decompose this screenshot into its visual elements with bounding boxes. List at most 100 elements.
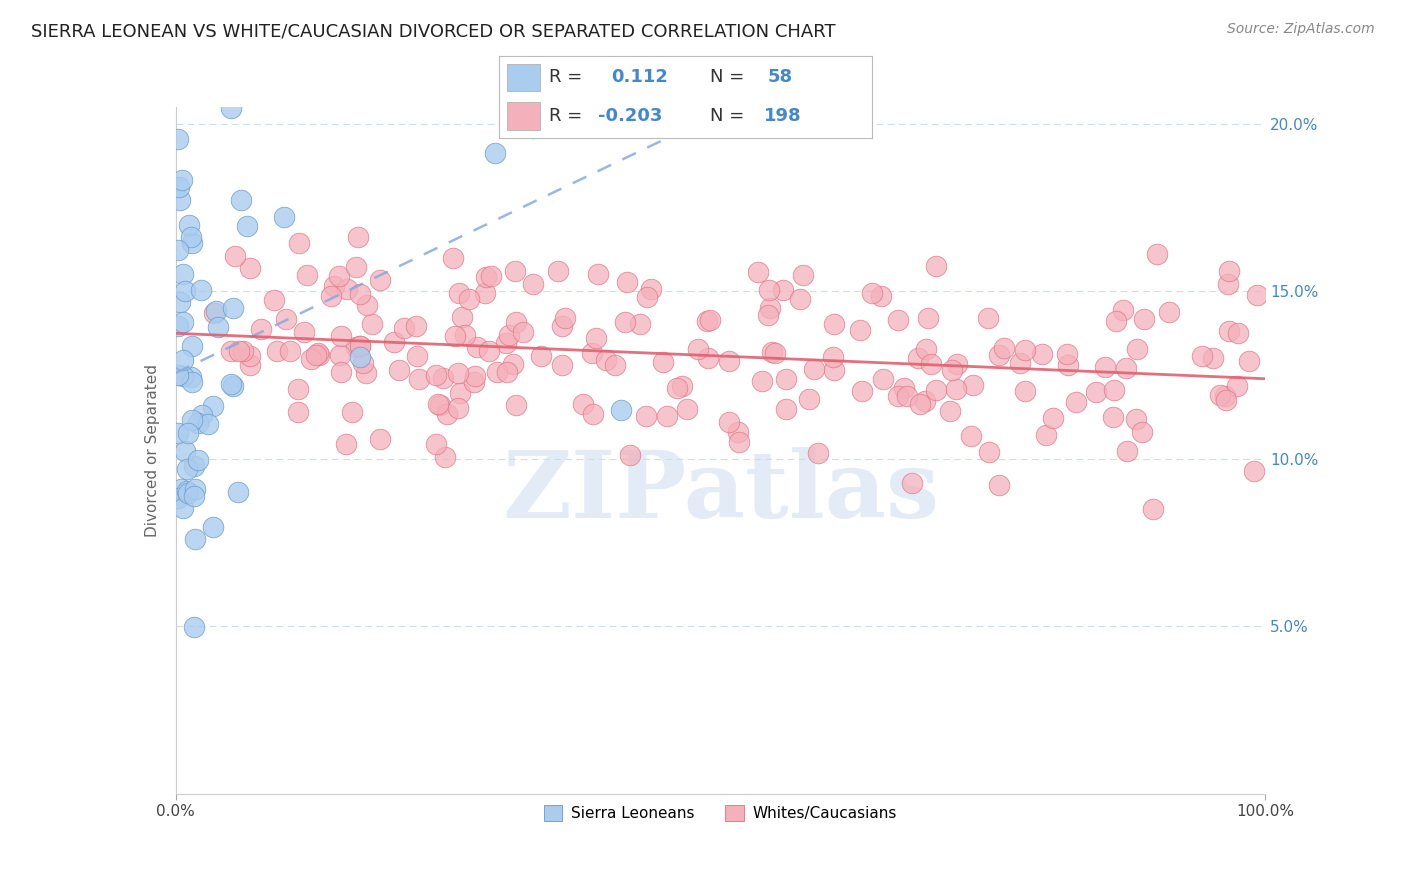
Point <box>292 325 315 339</box>
Point <box>221 379 243 393</box>
Point <box>432 370 454 384</box>
Point <box>349 338 371 352</box>
Point <box>754 94 776 108</box>
Point <box>169 179 191 194</box>
Point <box>204 304 226 318</box>
Point <box>962 378 984 392</box>
Text: 0.112: 0.112 <box>612 68 668 87</box>
Point <box>1246 288 1268 302</box>
Point <box>1133 312 1156 326</box>
Point <box>696 313 718 327</box>
Point <box>173 444 195 458</box>
Point <box>495 335 517 350</box>
Point <box>915 343 938 357</box>
Point <box>173 284 195 298</box>
Point <box>751 374 773 388</box>
Point <box>1056 347 1078 361</box>
Point <box>180 375 202 389</box>
Point <box>603 358 626 372</box>
Point <box>447 401 470 416</box>
Point <box>433 450 456 464</box>
Point <box>1094 359 1116 374</box>
Point <box>224 249 246 263</box>
Point <box>352 356 374 370</box>
Point <box>169 193 191 207</box>
Point <box>330 329 353 343</box>
Point <box>803 361 825 376</box>
Point <box>239 260 262 275</box>
Point <box>872 372 894 386</box>
Point <box>479 268 502 283</box>
Text: 58: 58 <box>768 68 793 87</box>
Point <box>273 210 295 224</box>
Point <box>896 389 918 403</box>
Point <box>465 340 488 354</box>
Point <box>167 319 190 334</box>
Point <box>406 350 429 364</box>
Text: R =: R = <box>550 68 582 87</box>
Point <box>201 519 224 533</box>
Point <box>1132 425 1154 439</box>
Point <box>1215 392 1237 407</box>
Point <box>503 91 526 105</box>
Text: 198: 198 <box>763 107 801 125</box>
Point <box>1226 326 1249 341</box>
Point <box>427 397 450 411</box>
Point <box>870 288 893 302</box>
Point <box>299 351 322 366</box>
Text: N =: N = <box>710 107 744 125</box>
Point <box>1243 464 1265 478</box>
Text: SIERRA LEONEAN VS WHITE/CAUCASIAN DIVORCED OR SEPARATED CORRELATION CHART: SIERRA LEONEAN VS WHITE/CAUCASIAN DIVORC… <box>31 22 835 40</box>
Point <box>167 491 190 505</box>
Point <box>582 407 605 421</box>
Point <box>474 270 496 285</box>
Point <box>676 401 699 416</box>
Point <box>914 393 936 408</box>
Point <box>1142 502 1164 516</box>
Point <box>1218 324 1240 338</box>
Point <box>202 306 225 320</box>
Point <box>821 351 844 365</box>
Point <box>322 278 344 293</box>
Point <box>1102 410 1125 425</box>
Point <box>792 268 814 282</box>
Point <box>170 173 193 187</box>
Point <box>758 283 780 297</box>
Point <box>628 317 651 331</box>
Point <box>425 368 447 383</box>
Point <box>1209 388 1232 402</box>
Point <box>349 339 371 353</box>
Point <box>530 349 553 363</box>
Point <box>239 358 262 372</box>
Point <box>614 315 637 329</box>
Point <box>449 286 471 301</box>
Point <box>179 219 201 233</box>
Point <box>219 377 242 392</box>
Point <box>278 344 301 359</box>
Point <box>1115 361 1137 376</box>
Point <box>925 259 948 273</box>
Point <box>789 292 811 306</box>
Point <box>180 339 202 353</box>
Point <box>1085 385 1108 400</box>
Point <box>187 453 209 467</box>
Point <box>307 346 329 360</box>
Point <box>1159 305 1181 319</box>
Point <box>797 392 820 407</box>
Point <box>474 285 496 300</box>
Point <box>335 436 357 450</box>
Point <box>447 366 470 380</box>
Point <box>585 331 607 345</box>
Point <box>344 340 367 354</box>
Point <box>1105 313 1128 327</box>
Point <box>908 397 931 411</box>
Point <box>1014 343 1036 357</box>
Bar <box>506 63 540 92</box>
Point <box>464 369 486 384</box>
Point <box>1031 347 1053 361</box>
Point <box>945 382 967 396</box>
Point <box>1102 383 1125 397</box>
Point <box>1146 247 1168 261</box>
Point <box>231 193 253 207</box>
Point <box>304 348 326 362</box>
